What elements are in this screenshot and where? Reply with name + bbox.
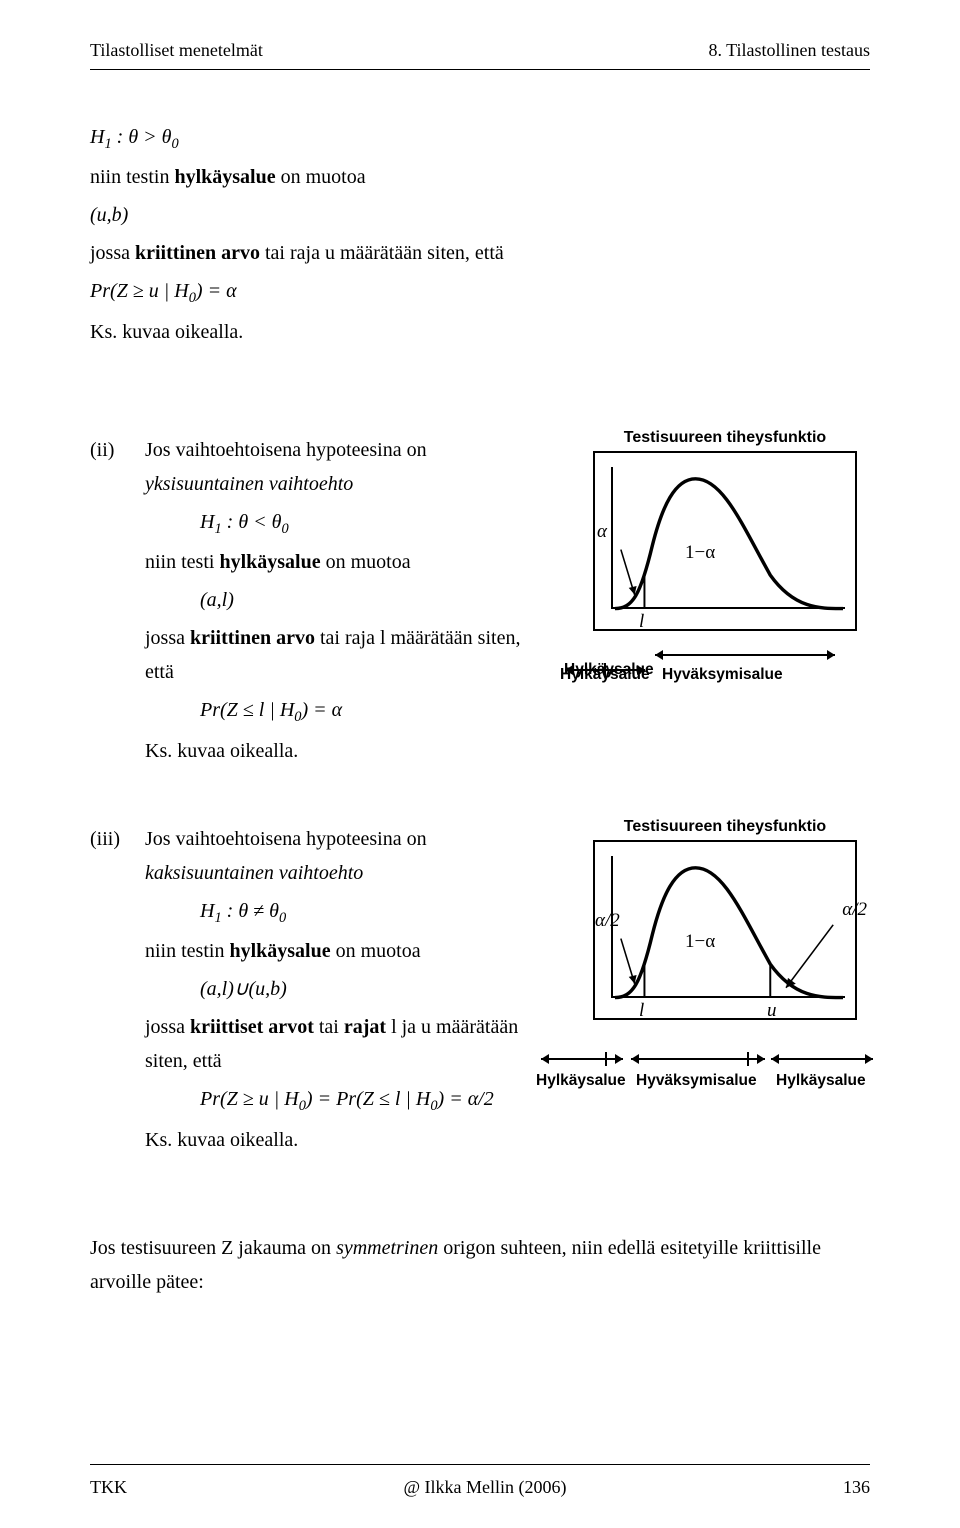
chart-iii-title: Testisuureen tiheysfunktio [580, 818, 870, 836]
ii-line3: jossa kriittinen arvo tai raja l määrätä… [145, 621, 550, 689]
chart-iii-frame: α/2 α/2 1−α l u [593, 840, 857, 1020]
ii-pr: Pr(Z ≤ l | H0) = α [200, 693, 550, 729]
b1-interval: (u,b) [90, 198, 870, 232]
footer-rule [90, 1464, 870, 1465]
item-iii-chart-col: Testisuureen tiheysfunktio [580, 818, 870, 1090]
chart-iii-svg [613, 856, 845, 1000]
page: Tilastolliset menetelmät 8. Tilastolline… [0, 0, 960, 1528]
page-footer-block: TKK @ Ilkka Mellin (2006) 136 [90, 1464, 870, 1498]
chart-iii-u: u [767, 1001, 777, 1020]
iii-interval: (a,l)∪(u,b) [200, 972, 550, 1006]
item-iii-row: (iii) Jos vaihtoehtoisena hypoteesina on… [90, 818, 870, 1161]
arr-iii-2 [628, 1050, 768, 1068]
header-left: Tilastolliset menetelmät [90, 40, 263, 61]
chart-ii: Testisuureen tiheysfunktio α 1−α [580, 429, 870, 684]
reg-iii-hyl-r: Hylkäysalue [776, 1072, 866, 1090]
chart-ii-1ma: 1−α [685, 543, 715, 562]
ii-line2: niin testi hylkäysalue on muotoa [145, 545, 550, 579]
item-ii-text: (ii) Jos vaihtoehtoisena hypoteesina on … [90, 429, 556, 772]
ii-interval: (a,l) [200, 583, 550, 617]
reg-ii-hyv: Hyväksymisalue [662, 666, 783, 684]
item-ii-row: (ii) Jos vaihtoehtoisena hypoteesina on … [90, 429, 870, 772]
b1-line2: niin testin hylkäysalue on muotoa [90, 160, 870, 194]
iii-line3: jossa kriittiset arvot tai rajat l ja u … [145, 1010, 550, 1078]
chart-iii-1ma: 1−α [685, 932, 715, 951]
chart-iii-alpha-r: α/2 [842, 900, 867, 919]
chart-iii-axes: α/2 α/2 1−α l u [611, 856, 845, 998]
roman-iii: (iii) [90, 822, 140, 856]
page-footer: TKK @ Ilkka Mellin (2006) 136 [90, 1471, 870, 1498]
item-iii-text: (iii) Jos vaihtoehtoisena hypoteesina on… [90, 818, 556, 1161]
reg-iii-hyl-l: Hylkäysalue [536, 1072, 636, 1090]
iii-ks: Ks. kuvaa oikealla. [145, 1123, 550, 1157]
ii-hypothesis: H1 : θ < θ0 [200, 505, 550, 541]
b1-ks: Ks. kuvaa oikealla. [90, 315, 870, 349]
b1-line3: jossa kriittinen arvo tai raja u määrätä… [90, 236, 870, 270]
block-continuation: H1 : θ > θ0 niin testin hylkäysalue on m… [90, 120, 870, 349]
footer-left: TKK [90, 1477, 127, 1498]
chart-ii-alpha: α [597, 522, 607, 541]
reg-iii-hyv: Hyväksymisalue [636, 1072, 776, 1090]
chart-iii-alpha-l: α/2 [595, 911, 620, 930]
chart-iii: Testisuureen tiheysfunktio [580, 818, 870, 1090]
arrow-right-ii [650, 646, 840, 664]
footer-right: 136 [843, 1477, 870, 1498]
chart-iii-arrows [536, 1050, 896, 1068]
item-ii-chart-col: Testisuureen tiheysfunktio α 1−α [580, 429, 870, 684]
chart-ii-l: l [639, 612, 644, 631]
b1-pr: Pr(Z ≥ u | H0) = α [90, 274, 870, 310]
header-rule [90, 69, 870, 70]
chart-iii-l: l [639, 1001, 644, 1020]
iii-line2: niin testin hylkäysalue on muotoa [145, 934, 550, 968]
chart-iii-region-labels: Hylkäysalue Hyväksymisalue Hylkäysalue [536, 1072, 906, 1090]
chart-ii-axes: α 1−α l [611, 467, 845, 609]
footer-center: @ Ilkka Mellin (2006) [403, 1477, 566, 1498]
chart-ii-svg [613, 467, 845, 611]
symmetry-para: Jos testisuureen Z jakauma on symmetrine… [90, 1231, 870, 1299]
reg-ii-hyl: Hylkäysalue [560, 666, 650, 684]
chart-ii-regions2 [650, 646, 870, 664]
ii-ks: Ks. kuvaa oikealla. [145, 734, 550, 768]
arr-iii-3 [768, 1050, 878, 1068]
chart-ii-title: Testisuureen tiheysfunktio [580, 429, 870, 447]
iii-pr: Pr(Z ≥ u | H0) = Pr(Z ≤ l | H0) = α/2 [200, 1082, 550, 1118]
header-right: 8. Tilastollinen testaus [708, 40, 870, 61]
iii-hypothesis: H1 : θ ≠ θ0 [200, 894, 550, 930]
page-header: Tilastolliset menetelmät 8. Tilastolline… [90, 40, 870, 65]
arr-iii-1 [536, 1050, 628, 1068]
b1-hypothesis: H1 : θ > θ0 [90, 120, 870, 156]
roman-ii: (ii) [90, 433, 140, 467]
chart-ii-frame: α 1−α l [593, 451, 857, 631]
